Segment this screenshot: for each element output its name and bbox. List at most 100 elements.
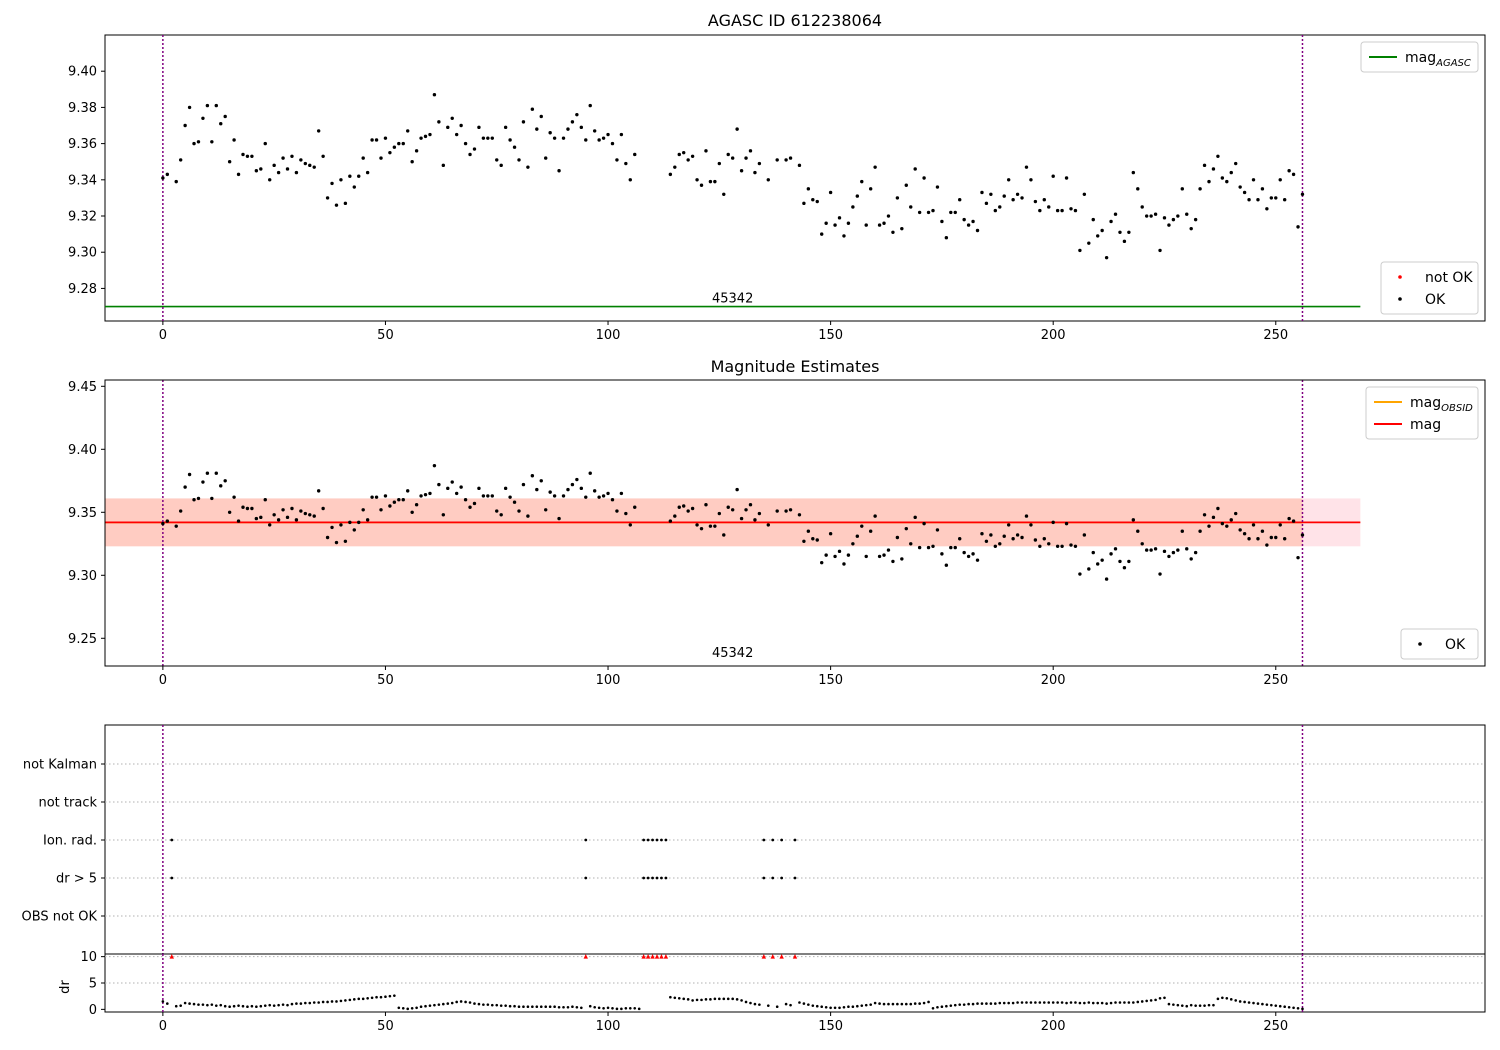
- middle-mag-point: [557, 516, 561, 521]
- top-mag-point: [303, 161, 308, 166]
- dr-point: [1234, 999, 1238, 1002]
- top-mag-point: [1078, 248, 1082, 253]
- dr-point: [531, 1005, 534, 1009]
- middle-mag-point: [971, 552, 975, 556]
- top-mag-point: [357, 174, 361, 178]
- dr-point: [753, 1002, 757, 1006]
- top-mag-point: [397, 141, 401, 146]
- dr-point: [366, 996, 369, 1000]
- dr-point: [628, 1007, 632, 1010]
- dr-point: [1167, 1002, 1171, 1006]
- top-mag-point: [503, 125, 508, 130]
- middle-mag-point: [980, 532, 984, 536]
- dr-point: [281, 1003, 285, 1006]
- dr-point: [887, 1002, 890, 1006]
- middle-mag-point: [579, 486, 584, 491]
- top-mag-point: [343, 201, 348, 206]
- top-mag-point: [1225, 179, 1229, 184]
- dr-point: [410, 1007, 414, 1010]
- top-mag-point: [1185, 212, 1189, 216]
- dr-clipped-marker: [659, 954, 664, 959]
- dr-point: [1114, 1001, 1117, 1004]
- middle-xtick-label: 200: [1041, 673, 1066, 688]
- middle-mag-point: [1082, 533, 1087, 537]
- top-mag-point: [744, 156, 748, 160]
- dr-point: [246, 1005, 249, 1009]
- dr-point: [985, 1002, 988, 1005]
- dr-point: [290, 1002, 294, 1006]
- top-mag-point: [214, 103, 218, 108]
- top-xtick-label: 50: [377, 328, 394, 343]
- dr-point: [842, 1005, 846, 1009]
- dr-point: [588, 1004, 592, 1008]
- middle-mag-point: [588, 471, 592, 475]
- middle-ytick-label: 9.45: [68, 380, 97, 395]
- middle-mag-point: [686, 509, 690, 513]
- top-mag-point: [900, 226, 904, 231]
- top-mag-point: [210, 140, 214, 144]
- top-mag-point: [178, 158, 183, 162]
- middle-mag-point: [592, 489, 597, 493]
- top-mag-point: [873, 165, 877, 169]
- dr-point: [1078, 1001, 1082, 1005]
- middle-mag-point: [1193, 550, 1198, 555]
- top-mag-point: [1051, 174, 1055, 178]
- top-mag-point: [1042, 198, 1046, 202]
- top-mag-point: [1015, 192, 1020, 196]
- top-mag-point: [1069, 207, 1073, 211]
- dr-point: [499, 1004, 503, 1007]
- middle-mag-point: [1091, 550, 1095, 555]
- middle-mag-point: [321, 506, 325, 511]
- middle-mag-point: [308, 513, 312, 517]
- top-mag-point: [753, 170, 757, 175]
- dr-point: [562, 1005, 565, 1009]
- top-mag-point: [1131, 170, 1136, 175]
- dr-point: [1261, 1002, 1264, 1006]
- middle-mag-point: [806, 529, 811, 533]
- top-mag-point: [552, 136, 557, 140]
- top-mag-point: [806, 187, 811, 191]
- middle-mag-point: [490, 494, 494, 498]
- middle-mag-point: [232, 495, 236, 499]
- dr-point: [949, 1004, 953, 1007]
- middle-mag-point: [1118, 559, 1122, 564]
- dr-ytick-label: 10: [80, 950, 97, 965]
- top-mag-point: [495, 158, 499, 162]
- top-mag-point: [1256, 198, 1260, 202]
- flags-category-label: not Kalman: [23, 758, 97, 773]
- top-mag-point: [882, 221, 886, 225]
- middle-mag-point: [597, 495, 601, 499]
- middle-mag-point: [192, 497, 196, 502]
- top-mag-point: [1300, 192, 1305, 196]
- flags-point: [771, 838, 775, 842]
- dr-point: [1278, 1004, 1282, 1008]
- middle-mag-point: [1256, 537, 1260, 541]
- middle-mag-point: [824, 553, 828, 557]
- dr-point: [709, 998, 712, 1001]
- middle-mag-point: [846, 553, 851, 557]
- dr-point: [393, 994, 396, 997]
- middle-mag-point: [334, 540, 339, 545]
- dr-point: [1189, 1003, 1193, 1007]
- middle-mag-point: [477, 486, 481, 491]
- middle-mag-point: [966, 554, 971, 559]
- top-mag-point: [423, 134, 428, 139]
- top-mag-point: [330, 181, 334, 186]
- dr-point: [691, 999, 694, 1002]
- dr-point: [758, 1003, 761, 1006]
- top-xtick-label: 150: [818, 328, 843, 343]
- middle-mag-point: [726, 505, 730, 509]
- middle-mag-point: [851, 542, 855, 546]
- dr-clipped-marker: [654, 954, 660, 959]
- middle-mag-point: [1291, 519, 1296, 523]
- middle-mag-point: [352, 528, 356, 532]
- dr-point: [873, 1001, 877, 1005]
- dr-ytick-label: 5: [89, 977, 97, 992]
- middle-mag-point: [673, 514, 677, 518]
- top-ytick-label: 9.36: [68, 137, 97, 152]
- dr-point: [370, 996, 374, 1000]
- middle-mag-point: [241, 505, 245, 509]
- top-mag-point: [797, 163, 802, 168]
- top-mag-point: [615, 158, 619, 162]
- top-mag-point: [1158, 248, 1162, 253]
